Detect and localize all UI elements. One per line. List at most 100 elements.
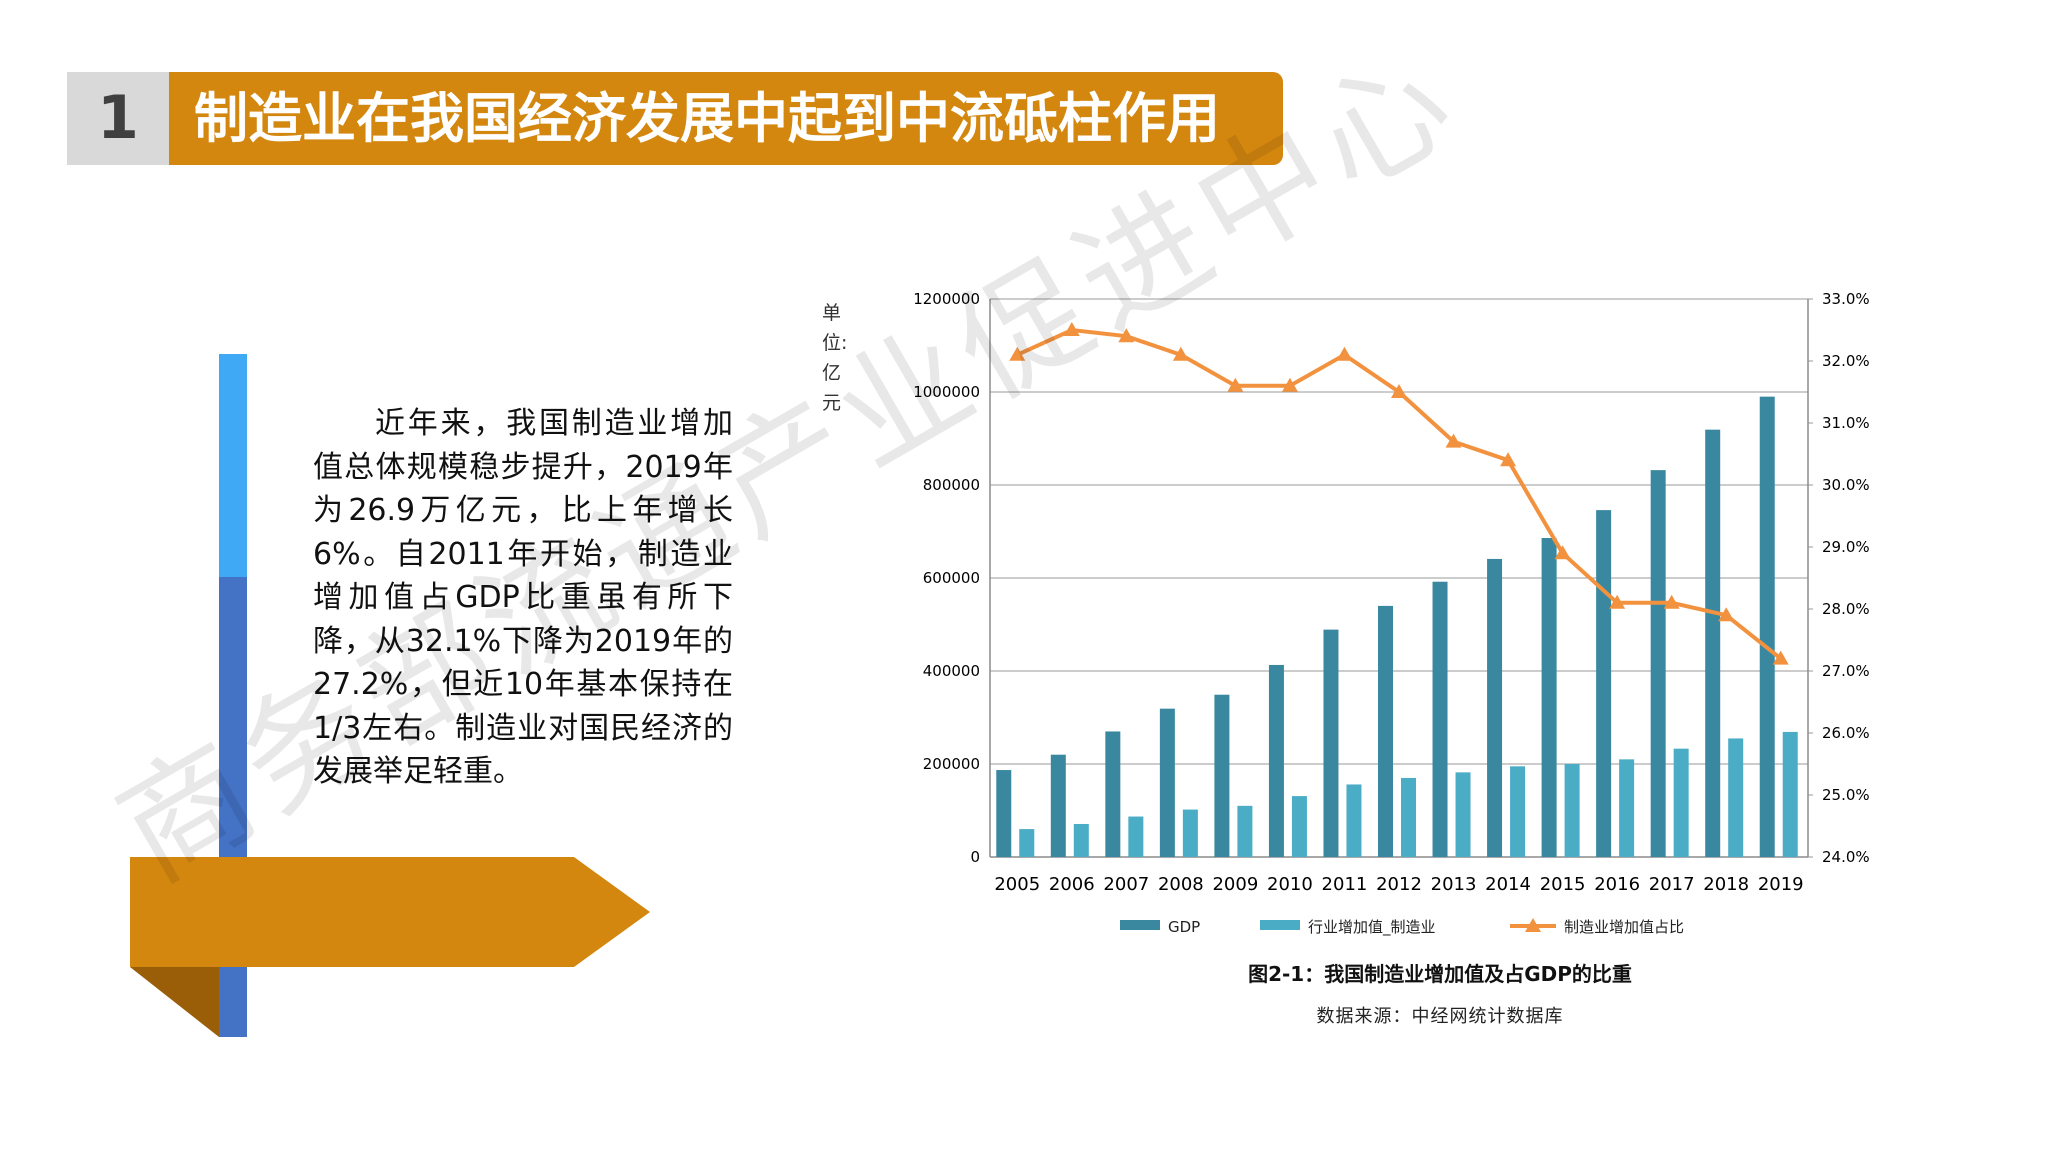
y-right-tick-label: 30.0%: [1822, 476, 1870, 494]
line-marker: [1172, 346, 1189, 361]
legend-marker: [1525, 918, 1541, 932]
chart-caption: 图2-1：我国制造业增加值及占GDP的比重: [1248, 962, 1632, 986]
bar-gdp: [1705, 429, 1721, 857]
bar-gdp: [1650, 470, 1666, 857]
y-right-tick-label: 28.0%: [1822, 600, 1870, 618]
y-right-tick-label: 31.0%: [1822, 414, 1870, 432]
x-tick-label: 2006: [1049, 874, 1095, 895]
x-tick-label: 2005: [994, 874, 1040, 895]
x-tick-label: 2008: [1158, 874, 1204, 895]
bar-gdp: [1268, 664, 1284, 857]
bar-gdp: [1432, 581, 1448, 857]
y-right-tick-label: 33.0%: [1822, 290, 1870, 308]
bar-gdp: [1759, 396, 1775, 857]
legend-label: 制造业增加值占比: [1564, 918, 1684, 936]
line-marker: [1772, 650, 1789, 665]
bar-manufacturing: [1291, 796, 1307, 857]
y-left-tick-label: 1000000: [913, 383, 980, 401]
line-marker: [1500, 452, 1517, 467]
deco-ribbon-fold: [130, 967, 219, 1037]
line-marker: [1718, 607, 1735, 622]
line-marker: [1391, 384, 1407, 398]
bar-manufacturing: [1673, 748, 1689, 857]
bar-gdp: [1105, 731, 1121, 857]
x-tick-label: 2016: [1594, 874, 1640, 895]
x-tick-label: 2012: [1376, 874, 1422, 895]
line-marker: [1609, 594, 1626, 609]
unit-label-3: 亿: [822, 362, 842, 384]
legend-label: GDP: [1168, 918, 1200, 936]
bar-manufacturing: [1455, 772, 1471, 857]
line-marker: [1063, 322, 1080, 336]
bar-manufacturing: [1073, 823, 1089, 857]
bar-gdp: [1050, 754, 1066, 857]
bar-manufacturing: [1182, 809, 1198, 857]
deco-bar-light: [219, 354, 247, 577]
legend-swatch: [1120, 920, 1160, 930]
bar-manufacturing: [1237, 805, 1253, 857]
bar-gdp: [1214, 694, 1230, 857]
bar-gdp: [1541, 538, 1557, 857]
bar-manufacturing: [1346, 784, 1362, 857]
page-title: 制造业在我国经济发展中起到中流砥柱作用: [194, 87, 1220, 150]
y-left-tick-label: 1200000: [913, 290, 980, 308]
x-tick-label: 2018: [1703, 874, 1749, 895]
line-marker: [1118, 328, 1135, 343]
bar-gdp: [1378, 605, 1393, 857]
bar-gdp: [1323, 629, 1339, 857]
section-number: 1: [97, 83, 139, 153]
line-marker: [1336, 346, 1353, 361]
line-marker: [1009, 346, 1026, 361]
x-tick-label: 2017: [1649, 874, 1695, 895]
y-left-tick-label: 600000: [923, 569, 980, 587]
legend-label: 行业增加值_制造业: [1308, 918, 1436, 937]
line-marker: [1445, 433, 1462, 448]
legend-swatch: [1260, 920, 1300, 930]
deco-bar-dark-lower: [219, 967, 247, 1037]
deco-bar-dark: [219, 577, 247, 857]
y-right-tick-label: 24.0%: [1822, 848, 1870, 866]
bar-gdp: [1487, 558, 1503, 857]
y-right-tick-label: 32.0%: [1822, 352, 1870, 370]
y-left-tick-label: 800000: [923, 476, 980, 494]
chart-source: 数据来源：中经网统计数据库: [1316, 1006, 1564, 1027]
line-share: [1016, 327, 1782, 661]
x-tick-label: 2019: [1758, 874, 1804, 895]
x-tick-label: 2009: [1212, 874, 1258, 895]
bar-manufacturing: [1019, 829, 1035, 857]
title-banner: [169, 72, 1283, 165]
y-right-tick-label: 26.0%: [1822, 724, 1870, 742]
x-tick-label: 2014: [1485, 874, 1531, 895]
body-paragraph: 近年来，我国制造业增加值总体规模稳步提升，2019年为26.9万亿元，比上年增长…: [313, 406, 733, 789]
x-tick-label: 2010: [1267, 874, 1313, 895]
bar-gdp: [996, 770, 1012, 857]
unit-label-1: 单: [822, 302, 842, 324]
line-marker: [1227, 377, 1244, 392]
deco-arrow-banner: [130, 857, 650, 967]
unit-label-4: 元: [822, 392, 842, 414]
y-right-tick-label: 29.0%: [1822, 538, 1870, 556]
unit-label-2: 位:: [822, 332, 848, 354]
y-right-tick-label: 27.0%: [1822, 662, 1870, 680]
bar-manufacturing: [1782, 731, 1798, 857]
x-tick-label: 2015: [1540, 874, 1586, 895]
bar-manufacturing: [1128, 816, 1144, 857]
bar-gdp: [1596, 510, 1612, 857]
line-marker: [1281, 377, 1298, 392]
x-tick-label: 2007: [1103, 874, 1149, 895]
bar-manufacturing: [1564, 764, 1580, 857]
y-left-tick-label: 400000: [923, 662, 980, 680]
x-tick-label: 2011: [1322, 874, 1368, 895]
y-left-tick-label: 0: [970, 848, 980, 866]
bar-manufacturing: [1401, 777, 1416, 857]
y-left-tick-label: 200000: [923, 755, 980, 773]
bar-gdp: [1159, 708, 1175, 857]
line-marker: [1554, 545, 1571, 560]
line-marker: [1663, 594, 1680, 609]
bar-manufacturing: [1619, 759, 1635, 857]
section-number-box: [67, 72, 169, 165]
bar-manufacturing: [1510, 766, 1526, 857]
x-tick-label: 2013: [1431, 874, 1477, 895]
bar-manufacturing: [1728, 738, 1744, 857]
